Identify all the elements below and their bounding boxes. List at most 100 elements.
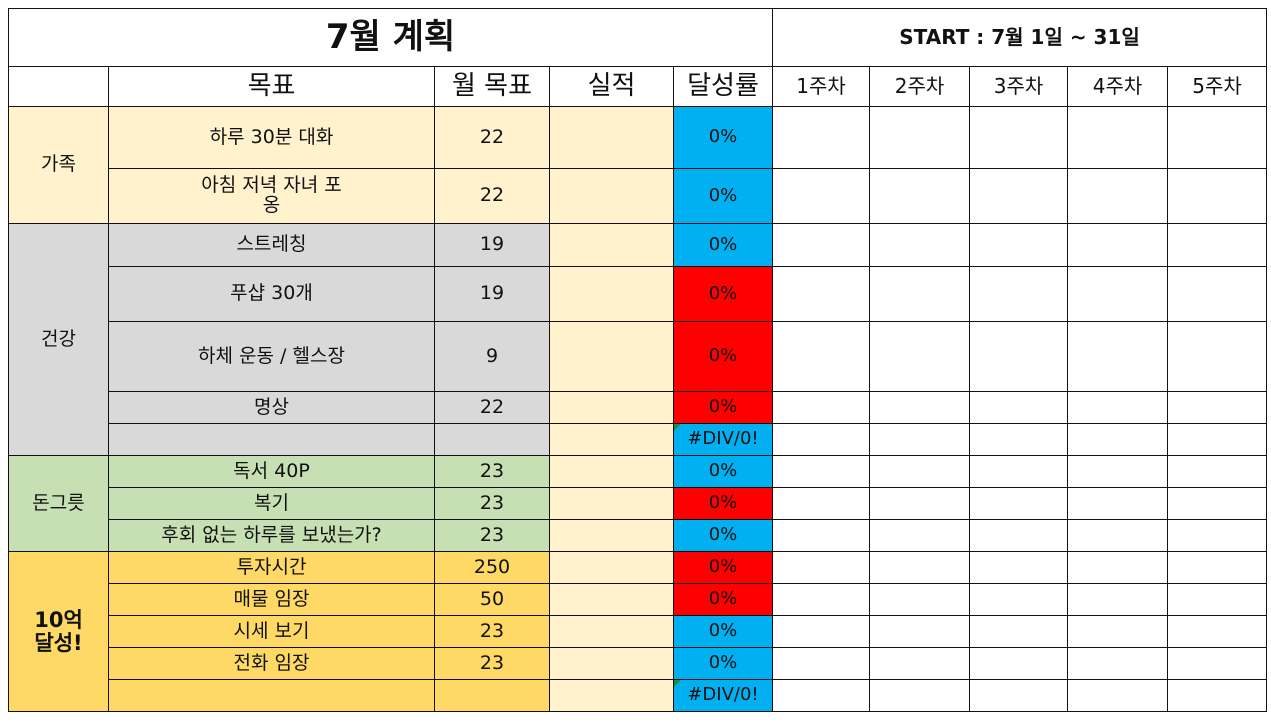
week-cell[interactable] [969,583,1068,616]
week-cell[interactable] [1167,551,1267,584]
week-cell[interactable] [969,679,1068,712]
week-cell[interactable] [1067,551,1168,584]
rate-cell[interactable]: 0% [673,321,773,392]
target-cell[interactable]: 23 [434,615,550,648]
rate-cell[interactable]: 0% [673,615,773,648]
category-family[interactable]: 가족 [8,106,109,224]
week-cell[interactable] [772,487,870,520]
week-cell[interactable] [772,106,870,169]
category-money-roots[interactable]: 돈그릇 [8,455,109,552]
week-cell[interactable] [772,455,870,488]
actual-cell[interactable] [549,519,674,552]
week-cell[interactable] [969,551,1068,584]
week-cell[interactable] [1167,266,1267,322]
rate-cell[interactable]: #DIV/0! [673,423,773,456]
rate-cell[interactable]: 0% [673,391,773,424]
target-cell[interactable] [434,679,550,712]
week-cell[interactable] [772,615,870,648]
rate-cell[interactable]: 0% [673,487,773,520]
header-monthly-target[interactable]: 월 목표 [434,66,550,107]
week-cell[interactable] [1067,321,1168,392]
target-cell[interactable]: 19 [434,266,550,322]
week-cell[interactable] [969,615,1068,648]
week-cell[interactable] [772,679,870,712]
week-cell[interactable] [1167,519,1267,552]
goal-cell[interactable]: 아침 저녁 자녀 포옹 [108,168,435,224]
header-week-3[interactable]: 3주차 [969,66,1068,107]
week-cell[interactable] [869,487,970,520]
week-cell[interactable] [1067,455,1168,488]
actual-cell[interactable] [549,106,674,169]
week-cell[interactable] [969,423,1068,456]
week-cell[interactable] [1067,266,1168,322]
week-cell[interactable] [1067,423,1168,456]
week-cell[interactable] [1167,321,1267,392]
rate-cell[interactable]: 0% [673,583,773,616]
goal-cell[interactable]: 명상 [108,391,435,424]
rate-cell[interactable]: #DIV/0! [673,679,773,712]
header-rate[interactable]: 달성률 [673,66,773,107]
rate-cell[interactable]: 0% [673,106,773,169]
goal-cell[interactable]: 매물 임장 [108,583,435,616]
actual-cell[interactable] [549,223,674,267]
week-cell[interactable] [1067,391,1168,424]
rate-cell[interactable]: 0% [673,168,773,224]
week-cell[interactable] [869,455,970,488]
week-cell[interactable] [969,321,1068,392]
week-cell[interactable] [1167,647,1267,680]
week-cell[interactable] [969,266,1068,322]
goal-cell[interactable]: 푸샵 30개 [108,266,435,322]
actual-cell[interactable] [549,168,674,224]
week-cell[interactable] [869,551,970,584]
header-week-4[interactable]: 4주차 [1067,66,1168,107]
header-actual[interactable]: 실적 [549,66,674,107]
week-cell[interactable] [969,647,1068,680]
week-cell[interactable] [1167,391,1267,424]
goal-cell[interactable]: 투자시간 [108,551,435,584]
target-cell[interactable]: 250 [434,551,550,584]
goal-cell[interactable]: 스트레칭 [108,223,435,267]
week-cell[interactable] [772,223,870,267]
header-blank[interactable] [8,66,109,107]
week-cell[interactable] [969,106,1068,169]
week-cell[interactable] [869,391,970,424]
week-cell[interactable] [869,106,970,169]
week-cell[interactable] [869,615,970,648]
week-cell[interactable] [1067,487,1168,520]
week-cell[interactable] [1167,423,1267,456]
week-cell[interactable] [969,519,1068,552]
week-cell[interactable] [1167,583,1267,616]
target-cell[interactable]: 50 [434,583,550,616]
week-cell[interactable] [1167,487,1267,520]
goal-cell[interactable]: 독서 40P [108,455,435,488]
goal-cell[interactable]: 후회 없는 하루를 보냈는가? [108,519,435,552]
actual-cell[interactable] [549,615,674,648]
header-week-2[interactable]: 2주차 [869,66,970,107]
goal-cell[interactable]: 시세 보기 [108,615,435,648]
week-cell[interactable] [1067,168,1168,224]
actual-cell[interactable] [549,487,674,520]
week-cell[interactable] [869,321,970,392]
actual-cell[interactable] [549,583,674,616]
week-cell[interactable] [1167,168,1267,224]
header-week-5[interactable]: 5주차 [1167,66,1267,107]
week-cell[interactable] [969,168,1068,224]
week-cell[interactable] [772,583,870,616]
actual-cell[interactable] [549,551,674,584]
week-cell[interactable] [969,391,1068,424]
week-cell[interactable] [1167,455,1267,488]
goal-cell[interactable]: 전화 임장 [108,647,435,680]
actual-cell[interactable] [549,423,674,456]
target-cell[interactable]: 23 [434,519,550,552]
week-cell[interactable] [1167,223,1267,267]
goal-cell[interactable] [108,423,435,456]
header-goal[interactable]: 목표 [108,66,435,107]
week-cell[interactable] [869,519,970,552]
week-cell[interactable] [869,583,970,616]
rate-cell[interactable]: 0% [673,551,773,584]
week-cell[interactable] [1067,519,1168,552]
week-cell[interactable] [1067,106,1168,169]
target-cell[interactable]: 19 [434,223,550,267]
week-cell[interactable] [1167,106,1267,169]
week-cell[interactable] [869,168,970,224]
